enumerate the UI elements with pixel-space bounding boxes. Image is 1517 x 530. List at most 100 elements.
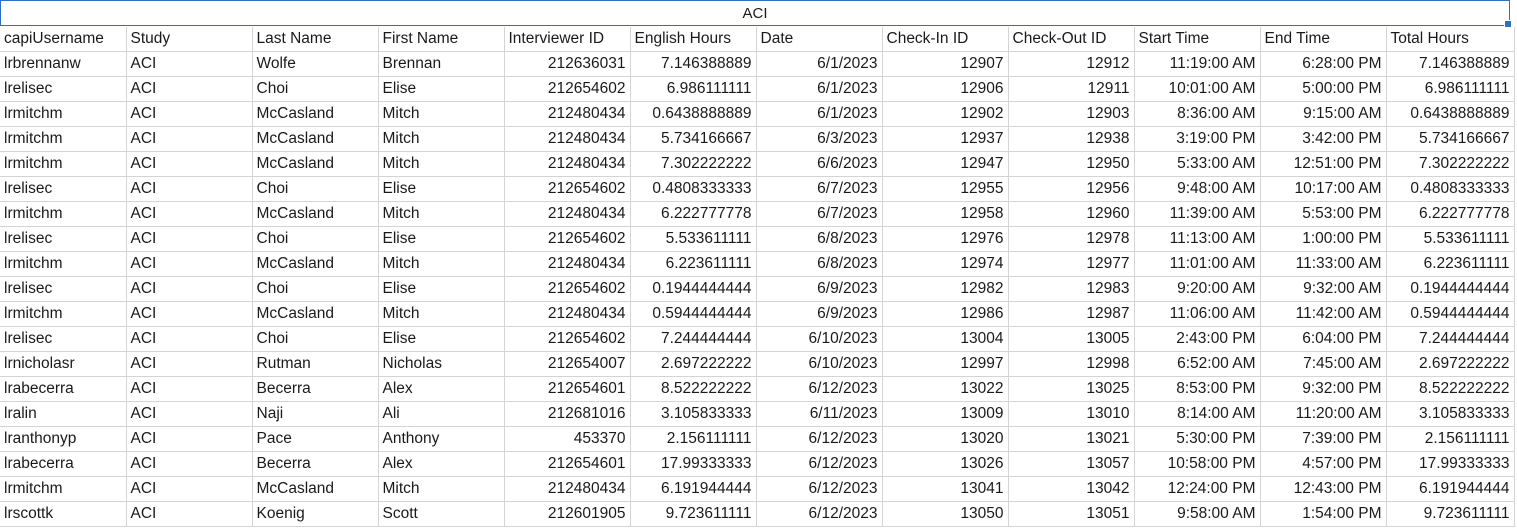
table-cell[interactable]: 11:13:00 AM (1134, 226, 1261, 252)
table-cell[interactable]: 8:53:00 PM (1134, 376, 1261, 402)
table-cell[interactable]: 5.734166667 (1386, 126, 1515, 152)
table-cell[interactable]: lranthonyp (0, 426, 127, 452)
table-cell[interactable]: 2.156111111 (630, 426, 757, 452)
table-cell[interactable]: Mitch (378, 126, 505, 152)
table-cell[interactable]: McCasland (252, 301, 379, 327)
table-cell[interactable]: 12906 (882, 76, 1009, 102)
table-cell[interactable]: Alex (378, 376, 505, 402)
table-cell[interactable]: 1:54:00 PM (1260, 501, 1387, 527)
table-cell[interactable]: 212480434 (504, 201, 631, 227)
table-cell[interactable]: ACI (126, 251, 253, 277)
table-cell[interactable]: 12974 (882, 251, 1009, 277)
header-cell[interactable]: capiUsername (0, 27, 127, 52)
table-cell[interactable]: 13057 (1008, 451, 1135, 477)
table-cell[interactable]: 12907 (882, 51, 1009, 77)
table-cell[interactable]: lrmitchm (0, 301, 127, 327)
table-cell[interactable]: ACI (126, 126, 253, 152)
table-cell[interactable]: ACI (126, 501, 253, 527)
table-cell[interactable]: Elise (378, 276, 505, 302)
table-cell[interactable]: 9:20:00 AM (1134, 276, 1261, 302)
table-cell[interactable]: 212654601 (504, 451, 631, 477)
table-cell[interactable]: lrscottk (0, 501, 127, 527)
table-cell[interactable]: 5:00:00 PM (1260, 76, 1387, 102)
table-cell[interactable]: 2.697222222 (1386, 351, 1515, 377)
table-cell[interactable]: 6/9/2023 (756, 276, 883, 302)
table-cell[interactable]: 212654602 (504, 326, 631, 352)
table-cell[interactable]: 13050 (882, 501, 1009, 527)
table-cell[interactable]: Wolfe (252, 51, 379, 77)
table-cell[interactable]: Becerra (252, 451, 379, 477)
table-cell[interactable]: 0.1944444444 (1386, 276, 1515, 302)
table-cell[interactable]: 0.4808333333 (630, 176, 757, 202)
table-cell[interactable]: 6.191944444 (1386, 476, 1515, 502)
table-cell[interactable]: 11:20:00 AM (1260, 401, 1387, 427)
table-cell[interactable]: ACI (126, 351, 253, 377)
table-cell[interactable]: 8.522222222 (1386, 376, 1515, 402)
table-cell[interactable]: 6:52:00 AM (1134, 351, 1261, 377)
table-cell[interactable]: 13042 (1008, 476, 1135, 502)
table-cell[interactable]: 12:24:00 PM (1134, 476, 1261, 502)
table-cell[interactable]: Mitch (378, 201, 505, 227)
table-cell[interactable]: McCasland (252, 251, 379, 277)
table-cell[interactable]: 7.146388889 (1386, 51, 1515, 77)
table-cell[interactable]: ACI (126, 426, 253, 452)
table-cell[interactable]: ACI (126, 476, 253, 502)
table-cell[interactable]: 2.156111111 (1386, 426, 1515, 452)
table-cell[interactable]: lrelisec (0, 76, 127, 102)
table-cell[interactable]: 3:19:00 PM (1134, 126, 1261, 152)
table-cell[interactable]: 12911 (1008, 76, 1135, 102)
header-cell[interactable]: End Time (1260, 27, 1387, 52)
table-cell[interactable]: 12:51:00 PM (1260, 151, 1387, 177)
table-cell[interactable]: 11:42:00 AM (1260, 301, 1387, 327)
table-cell[interactable]: 9:32:00 PM (1260, 376, 1387, 402)
table-cell[interactable]: 9.723611111 (630, 501, 757, 527)
table-cell[interactable]: 5.533611111 (630, 226, 757, 252)
header-cell[interactable]: First Name (378, 27, 505, 52)
table-cell[interactable]: lrelisec (0, 276, 127, 302)
table-cell[interactable]: 2:43:00 PM (1134, 326, 1261, 352)
table-cell[interactable]: ACI (126, 276, 253, 302)
table-cell[interactable]: lrmitchm (0, 476, 127, 502)
table-cell[interactable]: Naji (252, 401, 379, 427)
table-cell[interactable]: lrelisec (0, 326, 127, 352)
table-cell[interactable]: 12977 (1008, 251, 1135, 277)
table-cell[interactable]: 12997 (882, 351, 1009, 377)
table-cell[interactable]: ACI (126, 326, 253, 352)
table-cell[interactable]: Choi (252, 226, 379, 252)
table-cell[interactable]: 3.105833333 (1386, 401, 1515, 427)
table-cell[interactable]: ACI (126, 451, 253, 477)
table-cell[interactable]: 0.6438888889 (1386, 101, 1515, 127)
table-cell[interactable]: 2.697222222 (630, 351, 757, 377)
table-cell[interactable]: 12947 (882, 151, 1009, 177)
table-cell[interactable]: Mitch (378, 151, 505, 177)
table-cell[interactable]: 11:06:00 AM (1134, 301, 1261, 327)
table-cell[interactable]: 1:00:00 PM (1260, 226, 1387, 252)
header-cell[interactable]: Study (126, 27, 253, 52)
header-cell[interactable]: Interviewer ID (504, 27, 631, 52)
table-cell[interactable]: Elise (378, 226, 505, 252)
table-cell[interactable]: 6/9/2023 (756, 301, 883, 327)
table-cell[interactable]: Brennan (378, 51, 505, 77)
table-cell[interactable]: 0.6438888889 (630, 101, 757, 127)
table-cell[interactable]: 12976 (882, 226, 1009, 252)
table-cell[interactable]: 212601905 (504, 501, 631, 527)
table-cell[interactable]: 17.99333333 (630, 451, 757, 477)
table-cell[interactable]: Alex (378, 451, 505, 477)
table-cell[interactable]: 7.146388889 (630, 51, 757, 77)
table-cell[interactable]: 212480434 (504, 301, 631, 327)
table-cell[interactable]: lrelisec (0, 226, 127, 252)
table-cell[interactable]: 6/7/2023 (756, 176, 883, 202)
table-cell[interactable]: lralin (0, 401, 127, 427)
table-cell[interactable]: 12:43:00 PM (1260, 476, 1387, 502)
table-cell[interactable]: Choi (252, 176, 379, 202)
table-cell[interactable]: 212654007 (504, 351, 631, 377)
table-cell[interactable]: lrabecerra (0, 451, 127, 477)
table-cell[interactable]: 12956 (1008, 176, 1135, 202)
table-cell[interactable]: Nicholas (378, 351, 505, 377)
table-cell[interactable]: 13041 (882, 476, 1009, 502)
table-cell[interactable]: 212654601 (504, 376, 631, 402)
table-cell[interactable]: 0.1944444444 (630, 276, 757, 302)
table-cell[interactable]: ACI (126, 201, 253, 227)
table-cell[interactable]: 6/10/2023 (756, 326, 883, 352)
table-cell[interactable]: 6.191944444 (630, 476, 757, 502)
